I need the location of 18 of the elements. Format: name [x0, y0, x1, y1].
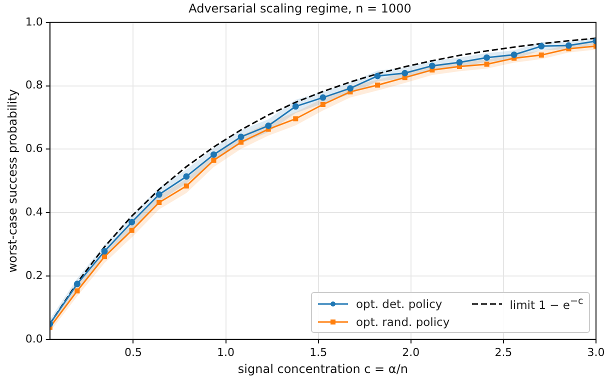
- x-axis-title: signal concentration c = α/n: [238, 362, 408, 376]
- y-tick-label: 0.8: [25, 78, 43, 92]
- y-tick-label: 0.4: [25, 205, 43, 218]
- x-tick-label: 1.0: [217, 346, 235, 359]
- x-tick-label: 1.5: [310, 346, 328, 359]
- y-tick-label: 0.2: [25, 268, 43, 282]
- y-tick-label: 0.6: [25, 142, 43, 156]
- x-tick-label: 0.5: [124, 346, 142, 359]
- legend-label: opt. det. policy: [356, 297, 442, 312]
- y-axis-title: worst-case success probability: [5, 89, 20, 273]
- chart-title: Adversarial scaling regime, n = 1000: [188, 1, 412, 16]
- x-tick-label: 2.5: [494, 346, 512, 359]
- x-tick-label: 3.0: [587, 346, 605, 359]
- legend-label: limit 1 − e$^{−c}$: [510, 296, 584, 312]
- legend-label: opt. rand. policy: [356, 315, 450, 330]
- x-tick-label: 2.0: [402, 346, 420, 359]
- y-tick-label: 0.0: [25, 332, 43, 346]
- y-tick-label: 1.0: [25, 15, 43, 28]
